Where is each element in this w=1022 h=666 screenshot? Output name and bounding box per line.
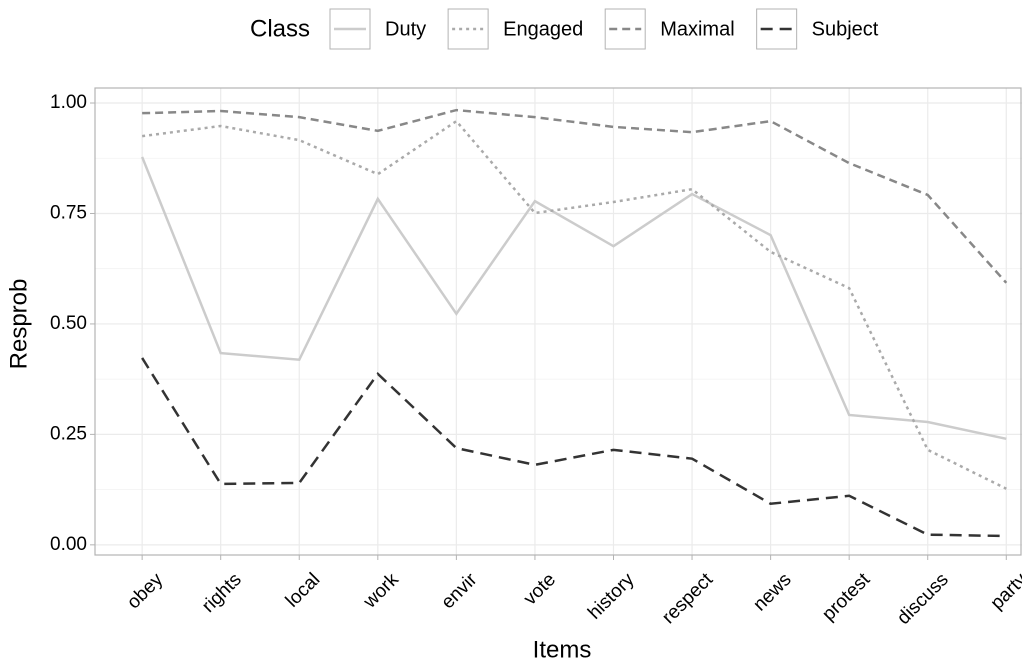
x-tick-label: history xyxy=(584,569,639,624)
x-tick-label: protest xyxy=(818,569,874,625)
panel xyxy=(95,88,1021,555)
legend-title: Class xyxy=(250,15,310,42)
line-series xyxy=(142,108,1008,284)
legend-label: Engaged xyxy=(503,18,583,40)
line-series xyxy=(140,156,1007,441)
y-tick-label: 0.50 xyxy=(50,313,87,334)
x-tick-label: envir xyxy=(437,569,481,613)
y-tick-label: 0.75 xyxy=(50,202,87,223)
x-tick-label: work xyxy=(359,569,403,613)
x-tick-label: news xyxy=(749,569,795,615)
y-tick-label: 0.00 xyxy=(50,534,87,555)
y-axis-label: Resprob xyxy=(5,279,32,370)
legend-label: Maximal xyxy=(660,18,734,40)
legend-label: Duty xyxy=(385,18,426,40)
x-tick-label: local xyxy=(282,569,324,611)
x-tick-label: obey xyxy=(123,569,167,613)
x-tick-label: vote xyxy=(520,569,560,609)
panel-border xyxy=(94,87,1022,556)
x-tick-label: respect xyxy=(658,569,717,628)
x-tick-label: party xyxy=(987,569,1022,614)
x-tick-label: rights xyxy=(198,569,246,617)
legend-label: Subject xyxy=(812,18,879,40)
line-series xyxy=(141,357,1007,538)
line-series xyxy=(141,119,1007,490)
y-tick-label: 1.00 xyxy=(50,92,87,113)
x-tick-label: discuss xyxy=(893,569,953,629)
x-axis-label: Items xyxy=(533,636,592,663)
y-tick-label: 0.25 xyxy=(50,423,87,444)
